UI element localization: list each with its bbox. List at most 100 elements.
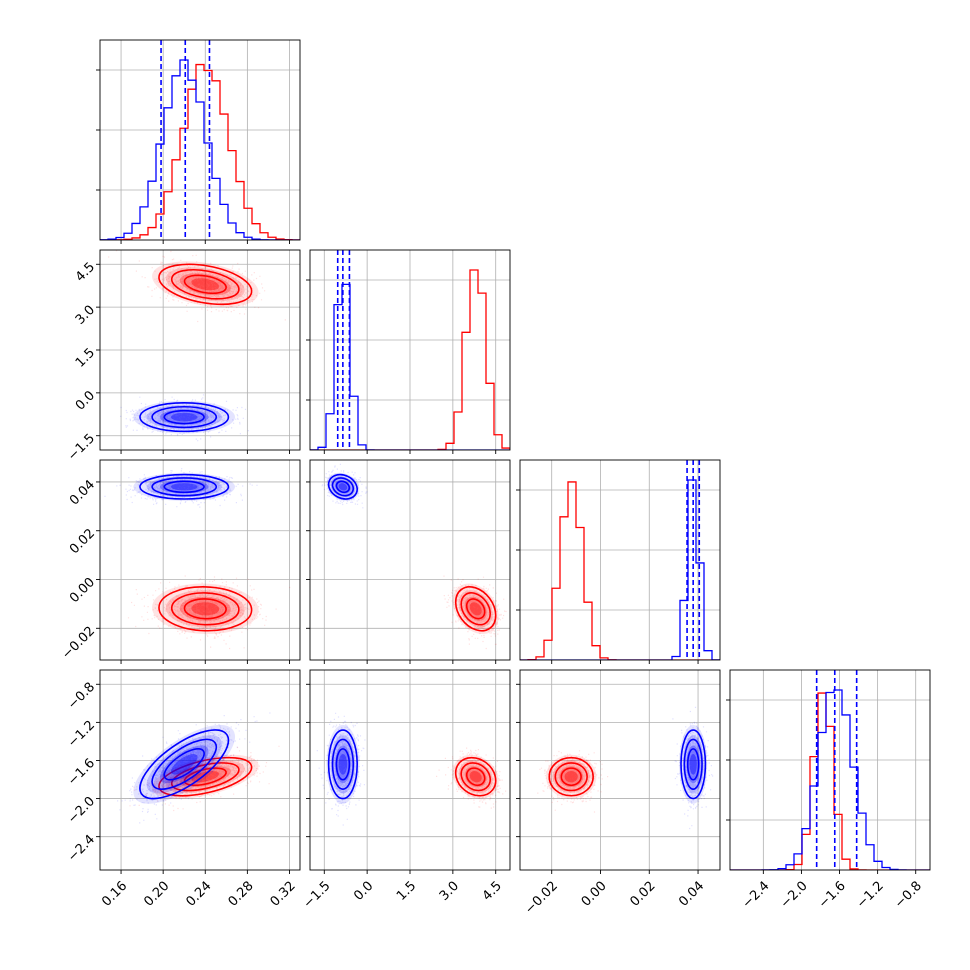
xtick-label-1-1: 0.0 xyxy=(351,879,376,904)
density-3-1-s1-1 xyxy=(330,735,356,794)
contour-2-1-s1-0 xyxy=(327,473,358,500)
ytick-label-1-0: −1.5 xyxy=(65,431,98,464)
contour-3-1-s1-1 xyxy=(331,738,355,790)
density-1-0-s1-1 xyxy=(146,404,222,430)
histogram-3-series-0 xyxy=(730,692,930,870)
panel-0-0 xyxy=(100,40,300,240)
density-1-0-s1-0 xyxy=(133,400,236,434)
density-3-2-s1-0 xyxy=(679,724,708,804)
contour-2-1-s0-0 xyxy=(454,586,497,632)
density-3-2-s0-0 xyxy=(545,754,597,799)
contour-3-2-s1-1 xyxy=(683,738,703,790)
contour-3-1-s1-0 xyxy=(327,729,358,800)
density-2-0-s1-3 xyxy=(170,483,198,491)
density-3-1-s1-0 xyxy=(326,724,360,804)
panel-3-3 xyxy=(730,670,930,870)
panel-frame-3-3 xyxy=(729,669,931,871)
ytick-label-3-0: −2.4 xyxy=(65,832,98,865)
ytick-label-2-2: 0.02 xyxy=(67,526,98,557)
scatter-3-2-series-0 xyxy=(537,750,609,813)
density-2-0-s0-3 xyxy=(191,602,220,616)
scatter-3-2-series-1 xyxy=(672,706,714,830)
contour-group-1-0-series-0 xyxy=(152,261,259,308)
scatter-3-0-series-0 xyxy=(129,745,280,812)
xtick-label-0-3: 0.28 xyxy=(226,879,257,910)
density-2-0-s0-0 xyxy=(152,583,259,635)
xtick-label-2-1: 0.00 xyxy=(579,879,610,910)
panel-3-1 xyxy=(310,670,510,870)
xtick-label-1-0: −1.5 xyxy=(301,879,334,912)
ytick-label-1-3: 3.0 xyxy=(73,303,98,328)
density-3-1-s1-3 xyxy=(338,754,348,775)
contour-3-0-s1-0 xyxy=(139,729,230,800)
histogram-0-series-0 xyxy=(100,63,300,240)
contour-1-0-s1-0 xyxy=(139,402,230,433)
xtick-label-2-3: 0.04 xyxy=(676,879,707,910)
contour-3-1-s0-0 xyxy=(454,756,497,797)
density-3-2-s1-2 xyxy=(686,745,700,784)
xtick-label-1-3: 3.0 xyxy=(437,879,462,904)
contour-1-0-s1-1 xyxy=(151,405,218,429)
xtick-label-1-2: 1.5 xyxy=(394,879,419,904)
ytick-label-2-1: 0.00 xyxy=(67,575,98,606)
panel-frame-0-0 xyxy=(99,39,301,241)
density-2-0-s1-0 xyxy=(133,472,236,501)
contour-group-3-0-series-1 xyxy=(133,724,236,804)
contour-2-1-s1-1 xyxy=(331,477,355,497)
xtick-label-0-0: 0.16 xyxy=(99,879,130,910)
contour-2-1-s0-1 xyxy=(460,592,492,626)
scatter-2-1-series-0 xyxy=(443,575,507,650)
histogram-0-series-1 xyxy=(100,59,300,240)
contour-group-2-0-series-1 xyxy=(133,472,236,501)
contour-3-2-s0-1 xyxy=(554,762,588,792)
scatter-2-1-series-1 xyxy=(321,463,368,509)
xtick-label-3-2: −1.6 xyxy=(816,879,849,912)
scatter-3-1-series-0 xyxy=(436,747,507,809)
panel-frame-2-0 xyxy=(99,459,301,661)
contour-group-3-2-series-1 xyxy=(679,724,708,804)
density-3-2-s1-1 xyxy=(682,735,704,794)
density-3-1-s1-2 xyxy=(335,745,351,784)
xtick-label-3-0: −2.4 xyxy=(740,879,773,912)
density-1-0-s1-2 xyxy=(159,409,209,425)
xtick-label-0-2: 0.24 xyxy=(183,879,214,910)
contour-2-0-s0-2 xyxy=(183,598,227,620)
ytick-label-3-3: −1.2 xyxy=(65,718,98,751)
density-2-0-s0-1 xyxy=(165,590,245,628)
scatter-3-0-series-1 xyxy=(117,712,271,824)
contour-group-2-0-series-0 xyxy=(152,583,259,635)
contour-2-0-s1-1 xyxy=(151,477,218,497)
contour-group-2-1-series-0 xyxy=(452,583,499,635)
histogram-2-series-1 xyxy=(520,479,720,660)
density-3-0-s1-3 xyxy=(170,754,198,775)
density-2-0-s1-2 xyxy=(159,480,209,494)
contour-3-1-s0-2 xyxy=(465,767,486,787)
contour-2-0-s1-0 xyxy=(139,473,230,500)
density-3-1-s0-1 xyxy=(458,760,493,793)
contour-group-3-1-series-1 xyxy=(326,724,360,804)
xtick-label-3-1: −2.0 xyxy=(778,879,811,912)
contour-group-3-2-series-0 xyxy=(545,754,597,799)
contour-1-0-s0-0 xyxy=(158,263,253,306)
scatter-2-0-series-1 xyxy=(104,468,258,508)
panel-3-2 xyxy=(520,670,720,870)
contour-3-0-s1-1 xyxy=(151,738,218,790)
contour-3-2-s0-0 xyxy=(548,756,594,797)
contour-1-0-s0-1 xyxy=(170,269,240,300)
panel-2-2 xyxy=(520,460,720,660)
density-3-2-s1-3 xyxy=(689,754,697,775)
ytick-label-1-2: 1.5 xyxy=(73,345,98,370)
density-3-0-s1-2 xyxy=(159,745,209,784)
ytick-label-1-4: 4.5 xyxy=(73,260,98,285)
contour-3-2-s0-2 xyxy=(560,767,582,787)
xtick-label-2-2: 0.02 xyxy=(627,879,658,910)
xtick-label-1-4: 4.5 xyxy=(480,879,505,904)
density-1-0-s0-3 xyxy=(191,278,220,291)
contour-group-1-0-series-1 xyxy=(133,400,236,434)
xtick-label-3-3: −1.2 xyxy=(854,879,887,912)
density-2-0-s0-2 xyxy=(179,596,231,621)
panel-frame-3-0 xyxy=(99,669,301,871)
contour-2-0-s1-2 xyxy=(163,480,205,494)
xtick-label-0-4: 0.32 xyxy=(268,879,299,910)
